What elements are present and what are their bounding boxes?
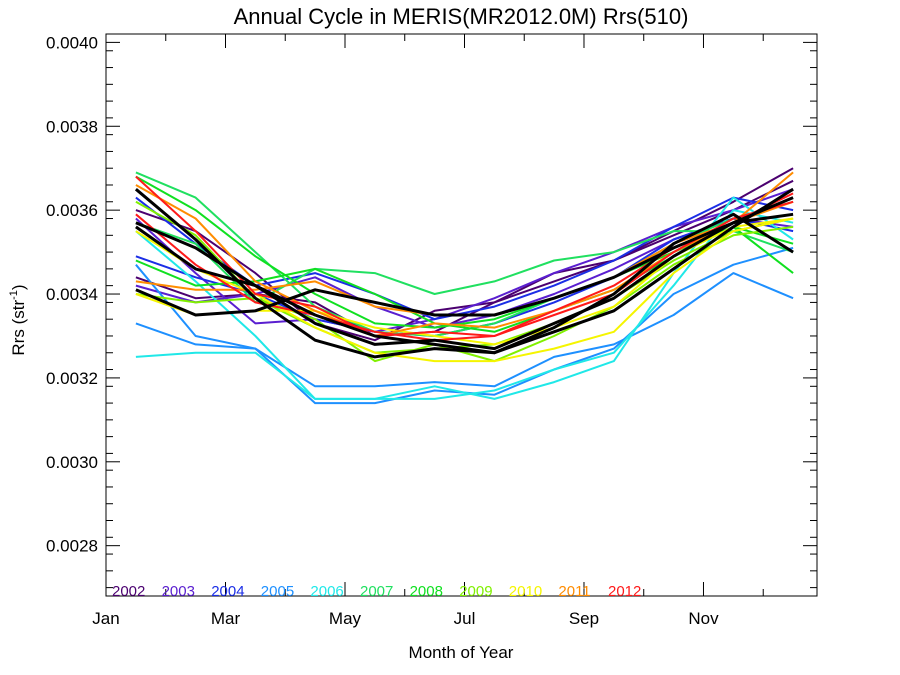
series-line-23 [134,187,794,359]
y-tick-labels: 0.0028 0.0030 0.0032 0.0034 0.0036 0.0038 0.00… [46,33,98,555]
y-tick-label: 0.0038 [46,117,98,136]
y-tick-label: 0.0036 [46,201,98,220]
chart-title: Annual Cycle in MERIS(MR2012.0M) Rrs(510… [234,4,689,29]
series-line-16 [135,217,794,354]
series-line-1 [135,167,794,342]
x-tick-label: Mar [211,609,241,628]
y-tick-label: 0.0030 [46,453,98,472]
legend-item-2011: 2011 [558,583,590,600]
legend: 2002 2003 2004 2005 2006 2007 2008 2009 2010 2011… [112,583,641,600]
legend-item-2003: 2003 [162,583,195,600]
x-tick-labels: Jan Mar May Jul Sep Nov [92,609,719,628]
x-tick-label: Jan [92,609,119,628]
y-tick-label: 0.0028 [46,537,98,556]
legend-item-2002: 2002 [112,583,145,600]
y-tick-label: 0.0032 [46,369,98,388]
series-line-10 [135,209,794,400]
x-axis-label: Month of Year [409,643,514,662]
series-line-8 [135,264,794,388]
x-tick-label: Sep [569,609,599,628]
series-line-25 [135,212,794,317]
x-tick-label: Nov [688,609,719,628]
series-line-24 [135,196,794,351]
legend-item-2007: 2007 [360,583,393,600]
legend-item-2006: 2006 [310,583,343,600]
y-tick-label: 0.0040 [46,33,98,52]
series-line-12 [135,221,794,304]
legend-item-2004: 2004 [211,583,244,600]
y-axis-label-tail: ) [9,284,28,290]
legend-item-2008: 2008 [410,583,443,600]
x-tick-label: May [329,609,362,628]
legend-item-2010: 2010 [509,583,542,600]
y-axis-label: Rrs (str-1) [8,284,28,355]
x-tick-label: Jul [454,609,476,628]
plot-lines [134,167,794,405]
y-axis-label-sup: -1 [8,290,20,300]
series-line-26 [135,212,794,355]
y-axis-label-base: Rrs (str [9,300,28,356]
plot-frame [105,33,818,597]
series-line-3 [135,188,794,333]
y-tick-label: 0.0034 [46,285,98,304]
legend-item-2009: 2009 [459,583,492,600]
legend-item-2012: 2012 [608,583,641,600]
legend-item-2005: 2005 [261,583,294,600]
axis-ticks [105,33,817,596]
